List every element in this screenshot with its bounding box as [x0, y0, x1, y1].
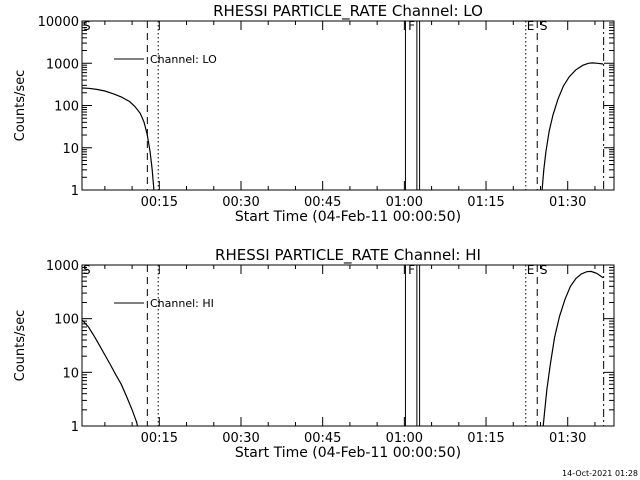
annotation-label: S	[540, 263, 548, 277]
plot-frame	[81, 20, 615, 191]
x-tick-label: 00:15	[141, 431, 178, 446]
x-tick-label: 01:15	[467, 431, 504, 446]
y-tick-label: 1	[71, 420, 79, 435]
annotation-label: S	[83, 19, 91, 33]
x-tick-label: 01:30	[549, 195, 586, 210]
series-line	[541, 62, 604, 191]
y-tick-label: 100	[54, 313, 79, 328]
x-axis-label: Start Time (04-Feb-11 00:00:50)	[235, 445, 461, 461]
y-axis-label: Counts/sec	[13, 70, 28, 142]
y-tick-label: 10000	[38, 15, 79, 30]
annotation-label: S	[540, 19, 548, 33]
y-tick-label: 1000	[46, 259, 79, 274]
chart-title: RHESSI PARTICLE_RATE Channel: LO	[213, 2, 483, 21]
y-tick-label: 10	[62, 366, 79, 381]
x-tick-label: 00:15	[141, 195, 178, 210]
chart-title: RHESSI PARTICLE_RATE Channel: HI	[215, 246, 481, 265]
x-axis-label: Start Time (04-Feb-11 00:00:50)	[235, 209, 461, 225]
series-line	[81, 319, 139, 427]
chart-panel-0: RHESSI PARTICLE_RATE Channel: LO 00:15 00:…	[13, 2, 615, 225]
y-tick-label: 1000	[46, 57, 79, 72]
x-tick-label: 00:30	[222, 431, 259, 446]
x-tick-label: 01:00	[386, 431, 423, 446]
chart-panel-1: RHESSI PARTICLE_RATE Channel: HI 00:15 00:…	[13, 246, 615, 461]
x-tick-label: 01:15	[467, 195, 504, 210]
x-tick-label: 00:45	[304, 195, 341, 210]
y-axis-label: Counts/sec	[13, 310, 28, 382]
annotation-label: E	[527, 263, 535, 277]
series-line	[81, 87, 155, 191]
legend-label: Channel: HI	[150, 297, 214, 310]
y-tick-label: 10	[62, 142, 79, 157]
plot-frame	[81, 264, 615, 427]
series-line	[542, 270, 604, 427]
x-tick-label: 00:30	[222, 195, 259, 210]
x-tick-label: 00:45	[304, 431, 341, 446]
x-tick-label: 01:30	[549, 431, 586, 446]
footer-timestamp: 14-Oct-2021 01:28	[562, 469, 638, 478]
y-tick-label: 1	[71, 184, 79, 199]
y-tick-label: 100	[54, 100, 79, 115]
legend-label: Channel: LO	[150, 53, 217, 66]
annotation-label: S	[83, 263, 91, 277]
annotation-label: F	[408, 19, 415, 33]
x-tick-label: 01:00	[386, 195, 423, 210]
annotation-label: E	[527, 19, 535, 33]
annotation-label: F	[408, 263, 415, 277]
